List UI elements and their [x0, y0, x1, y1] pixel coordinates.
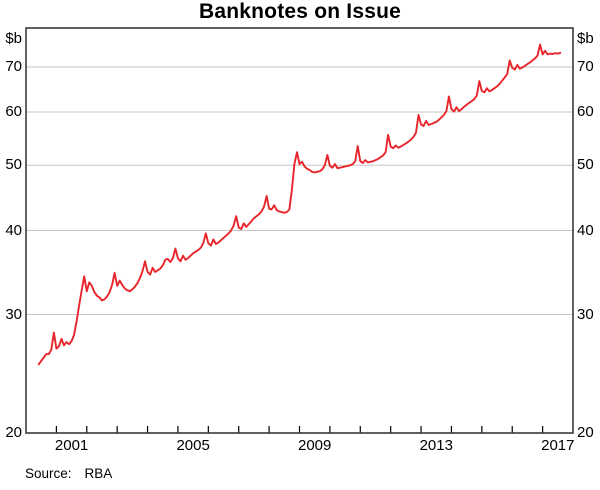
y-tick-label-left: 30: [5, 305, 22, 323]
y-tick-label-right: 40: [577, 221, 594, 239]
x-tick-label-2017: 2017: [541, 437, 575, 454]
source-note: Source: RBA: [25, 466, 112, 481]
y-tick-label-right: 70: [577, 58, 594, 75]
y-tick-label-right: 60: [577, 103, 594, 121]
y-tick-label-right: 50: [577, 156, 594, 174]
y-axis-unit-left: $b: [5, 30, 22, 47]
x-tick-label-2009: 2009: [298, 437, 332, 454]
y-tick-label-left: 60: [5, 103, 22, 121]
y-tick-label-left: 40: [5, 221, 22, 239]
y-axis-unit-right: $b: [577, 30, 594, 47]
source-value: RBA: [84, 466, 113, 481]
y-tick-label-right: 20: [577, 424, 594, 441]
plot-frame: [25, 27, 574, 434]
chart-title: Banknotes on Issue: [199, 0, 401, 23]
x-tick-label-2001: 2001: [54, 437, 89, 454]
banknotes-line: [37, 43, 562, 366]
y-tick-label-left: 20: [5, 424, 22, 441]
y-tick-label-left: 50: [5, 156, 22, 174]
y-tick-label-right: 30: [577, 305, 594, 323]
source-label: Source:: [25, 466, 72, 481]
x-tick-label-2005: 2005: [176, 437, 210, 454]
y-tick-label-left: 70: [5, 58, 22, 75]
x-tick-label-2013: 2013: [419, 437, 453, 454]
